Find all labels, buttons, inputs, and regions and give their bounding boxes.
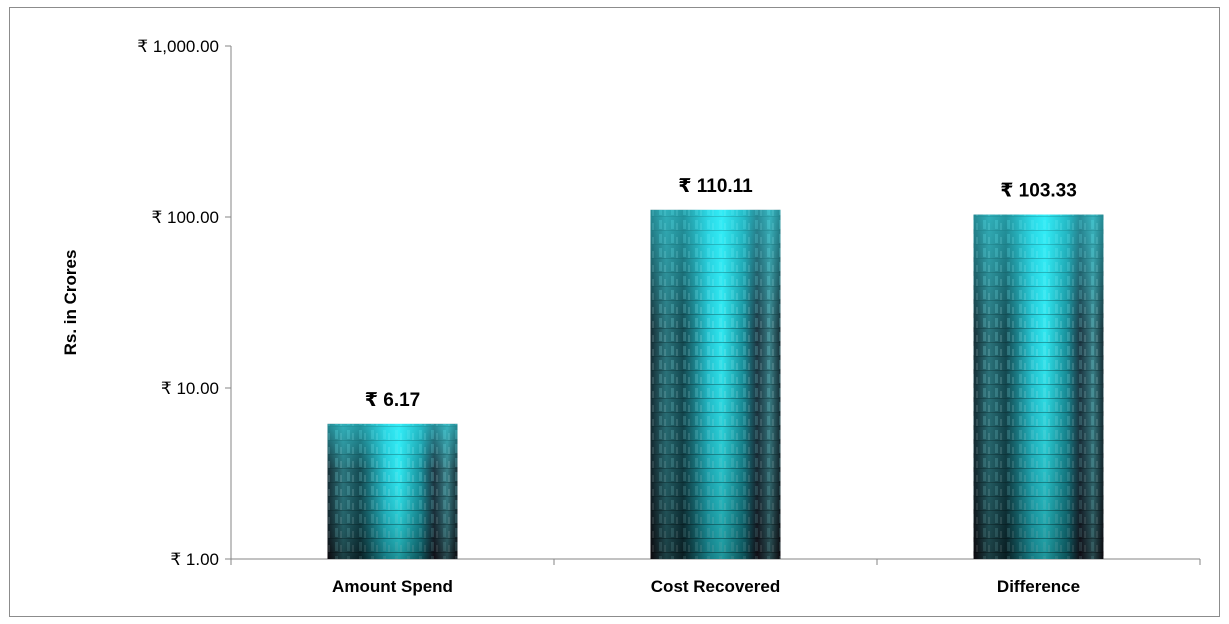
x-tick-label: Difference	[997, 577, 1080, 596]
x-tick-label: Amount Spend	[332, 577, 453, 596]
y-tick-label: ₹ 10.00	[161, 379, 219, 398]
bar-shade	[327, 423, 458, 559]
x-tick-label: Cost Recovered	[651, 577, 780, 596]
y-tick-label: ₹ 100.00	[151, 208, 219, 227]
data-label: ₹ 103.33	[1000, 181, 1077, 202]
bars-group	[327, 209, 1104, 560]
y-tick-label: ₹ 1.00	[170, 550, 219, 569]
bar-shade	[973, 214, 1104, 560]
y-axis-title: Rs. in Crores	[61, 250, 80, 356]
bar-shade	[650, 209, 781, 559]
labels-group: ₹ 6.17 Amount Spend ₹ 110.11 Cost Recovered…	[332, 176, 1080, 596]
chart-frame: ₹ 1.00 ₹ 10.00 ₹ 100.00 ₹ 1,000.00 Rs. in Cr…	[9, 7, 1220, 617]
data-label: ₹ 6.17	[365, 390, 420, 411]
data-label: ₹ 110.11	[678, 176, 753, 197]
y-tick-label: ₹ 1,000.00	[137, 37, 219, 56]
bar-chart: ₹ 1.00 ₹ 10.00 ₹ 100.00 ₹ 1,000.00 Rs. in Cr…	[61, 37, 1201, 596]
